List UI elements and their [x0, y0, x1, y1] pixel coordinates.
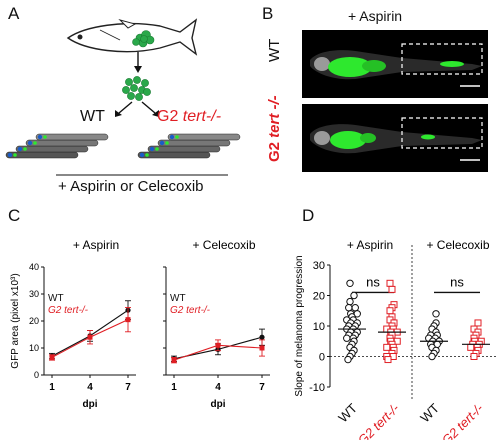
data-point-wt [259, 334, 265, 340]
group-label-aspirin: + Aspirin [347, 238, 393, 252]
data-point-g2 [386, 279, 394, 287]
x-tick-label: 4 [215, 382, 221, 393]
data-point-g2 [384, 356, 392, 364]
data-point-wt [346, 279, 354, 287]
chart-title: + Celecoxib [192, 238, 255, 252]
legend-wt: WT [48, 293, 64, 304]
panel-b-row2-prefix: G2 [266, 137, 283, 162]
cell-cluster-icon [122, 76, 151, 101]
data-point-wt [346, 297, 354, 306]
x-tick-label: 4 [87, 382, 93, 393]
chart-d-slope: -10 0 10 20 30 Slope of melanoma progression +… [294, 238, 496, 440]
y-axis-label: GFP area (pixel x10³) [10, 273, 21, 368]
panel-b-row1-label: WT [266, 38, 283, 62]
data-point-g2 [259, 345, 265, 351]
chart-title: + Aspirin [73, 238, 119, 252]
y-tick-label: 30 [29, 289, 39, 299]
data-point-wt [428, 352, 436, 361]
y-tick-label: 40 [29, 262, 39, 272]
panel-a-g2-prefix: G2 [157, 108, 183, 125]
micrograph-wt [302, 30, 488, 98]
category-label-wt: WT [335, 400, 360, 425]
larvae-group-wt-icon [5, 133, 109, 159]
panel-b-label: B [262, 4, 274, 23]
category-label-wt: WT [417, 400, 442, 425]
data-point-g2 [49, 354, 55, 360]
panel-a-g2-italic: tert-/- [182, 108, 222, 125]
significance-label: ns [450, 274, 464, 289]
category-label-g2: G2 tert-/- [355, 400, 403, 440]
roi-box-g2 [401, 117, 483, 149]
y-tick-label: 20 [313, 291, 325, 303]
panel-d-label: D [302, 206, 315, 225]
roi-box-wt [401, 43, 483, 75]
x-tick-label: 1 [49, 382, 55, 393]
data-point-g2 [125, 317, 131, 323]
tumor-icon [132, 30, 155, 48]
legend-g2: G2 tert-/- [48, 305, 89, 316]
data-point-g2 [474, 319, 482, 327]
significance-label: ns [366, 274, 380, 289]
data-point-g2 [171, 357, 177, 363]
data-point-g2 [87, 334, 93, 340]
x-tick-label: 1 [171, 382, 177, 393]
data-point-g2 [215, 342, 221, 348]
y-axis-label: Slope of melanoma progression [294, 255, 305, 396]
larvae-group-g2-icon [137, 133, 241, 159]
panel-c-label: C [8, 206, 21, 225]
data-point-wt [351, 304, 359, 312]
data-point-g2 [470, 353, 478, 360]
y-tick-label: 30 [313, 260, 325, 272]
y-tick-label: 0 [319, 352, 325, 364]
adult-zebrafish-icon [66, 18, 198, 56]
category-label-g2: G2 tert-/- [439, 400, 487, 440]
data-point-g2 [383, 343, 391, 351]
panel-a-treatment: + Aspirin or Celecoxib [58, 178, 204, 195]
data-point-g2 [386, 307, 394, 315]
x-tick-label: 7 [125, 382, 131, 393]
data-point-wt [344, 355, 352, 364]
panel-a-wt-label: WT [80, 108, 105, 125]
y-tick-label: 0 [34, 370, 39, 380]
y-tick-label: 10 [29, 343, 39, 353]
panel-b-row2-italic: tert -/- [266, 95, 283, 138]
arrow-left-icon [118, 101, 133, 114]
y-tick-label: 20 [29, 316, 39, 326]
data-point-wt [350, 291, 358, 300]
chart-c-aspirin: 0 10 20 30 40 1 4 7 dpi GFP area (pixel x10³) + As… [10, 238, 136, 410]
y-tick-label: -10 [309, 382, 325, 394]
panel-a-g2-label: G2 tert-/- [157, 108, 221, 126]
panel-a-schematic [5, 18, 241, 176]
data-point-wt [345, 304, 353, 312]
data-point-wt [343, 334, 351, 342]
data-point-g2 [388, 285, 396, 293]
legend-g2: G2 tert-/- [170, 305, 211, 316]
legend-wt: WT [170, 293, 186, 304]
x-axis-label: dpi [83, 399, 98, 410]
data-point-wt [432, 310, 440, 318]
data-point-g2 [467, 343, 475, 351]
x-tick-label: 7 [259, 382, 265, 393]
y-tick-label: 10 [313, 321, 325, 333]
panel-a-label: A [8, 4, 20, 23]
arrow-right-icon [141, 101, 156, 114]
panel-b-title: + Aspirin [348, 8, 403, 24]
group-label-celecoxib: + Celecoxib [426, 238, 489, 252]
micrograph-g2 [302, 104, 488, 172]
x-axis-label: dpi [211, 399, 226, 410]
panel-b-row2-label: G2 tert -/- [266, 95, 283, 162]
